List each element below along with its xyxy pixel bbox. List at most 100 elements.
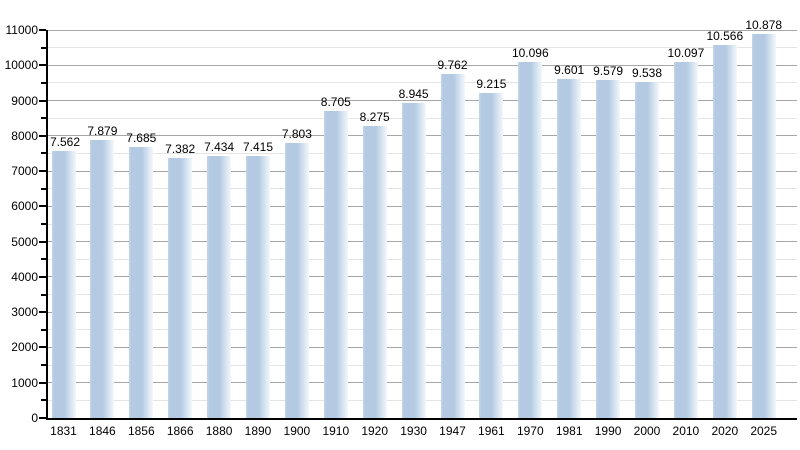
bar-2020 (712, 45, 737, 418)
bar-1831 (51, 151, 76, 418)
x-tick-label: 1866 (166, 424, 194, 438)
bar-value-label: 7.879 (87, 124, 118, 139)
y-tick-minor (41, 258, 46, 261)
gridline-major (48, 64, 797, 66)
bar-1930 (401, 102, 426, 418)
x-tick-label: 1856 (127, 424, 155, 438)
y-tick-major (39, 417, 46, 419)
bar-value-label: 9.601 (554, 63, 585, 78)
bar-value-label: 8.705 (320, 94, 351, 109)
y-tick-label: 1000 (11, 375, 38, 390)
gridline-major (48, 29, 797, 31)
y-tick-major (39, 381, 46, 384)
x-tick-label: 1947 (439, 424, 466, 438)
bar-2010 (673, 61, 698, 418)
bar-value-label: 8.945 (398, 86, 429, 101)
x-tick-label: 1910 (322, 424, 350, 438)
y-tick-label: 5000 (11, 234, 38, 249)
y-axis-line (46, 30, 48, 418)
gridline-minor (48, 82, 797, 84)
bar-value-label: 9.762 (437, 57, 468, 72)
y-tick-label: 3000 (11, 305, 38, 320)
y-tick-minor (41, 223, 46, 225)
x-tick-label: 1920 (361, 424, 389, 438)
x-tick-label: 1981 (555, 424, 583, 438)
bar-value-label: 7.382 (165, 141, 196, 156)
x-tick-label: 2010 (672, 424, 700, 438)
bar-2025 (751, 34, 776, 418)
plot-area: 0 1000 2000 3000 4000 5000 6000 7000 8000 9000 100… (5, 19, 797, 437)
bar-1920 (362, 126, 387, 418)
bar-value-label: 7.434 (204, 139, 235, 154)
x-tick-label: 1930 (400, 424, 427, 438)
y-tick-major (39, 29, 46, 31)
bar-value-label: 9.538 (631, 65, 663, 80)
y-tick-minor (41, 328, 46, 331)
bar-value-label: 9.579 (593, 64, 624, 79)
y-tick-major (39, 64, 46, 67)
bar-2000 (635, 81, 659, 418)
bar-1910 (323, 110, 348, 418)
y-tick-major (39, 275, 46, 278)
gridline-major (48, 100, 797, 102)
x-tick-label: 2020 (711, 424, 739, 438)
bar-1947 (440, 73, 465, 418)
y-tick-label: 10000 (4, 58, 38, 73)
bar-value-label: 10.097 (667, 45, 705, 60)
x-tick-label: 1961 (478, 424, 505, 438)
bar-1846 (90, 140, 115, 418)
y-tick-label: 2000 (11, 340, 38, 355)
x-tick-label: 2025 (750, 424, 778, 438)
bar-1961 (479, 92, 504, 418)
bar-1856 (129, 146, 154, 418)
x-tick-label: 1990 (594, 424, 622, 438)
y-tick-minor (41, 117, 46, 120)
y-tick-label: 11000 (5, 23, 38, 37)
y-tick-minor (41, 364, 46, 367)
bar-value-label: 7.562 (49, 135, 81, 150)
bar-1866 (168, 157, 193, 418)
bar-value-label: 7.685 (126, 130, 157, 145)
y-tick-minor (41, 152, 46, 155)
y-tick-label: 9000 (11, 93, 38, 108)
x-tick-label: 1831 (50, 424, 77, 438)
bar-value-label: 9.215 (476, 76, 507, 91)
y-tick-major (39, 99, 46, 102)
bar-value-label: 10.566 (706, 29, 744, 44)
bar-1890 (246, 156, 270, 418)
y-tick-major (39, 134, 46, 137)
bar-value-label: 7.415 (242, 140, 274, 155)
x-tick-label: 2000 (633, 424, 661, 438)
bar-1900 (284, 142, 309, 418)
y-tick-major (39, 240, 46, 243)
y-tick-label: 7000 (11, 164, 38, 179)
bar-1880 (207, 155, 232, 418)
bar-value-label: 8.275 (359, 110, 390, 125)
y-tick-major (39, 205, 46, 208)
gridline-minor (48, 47, 797, 49)
bar-value-label: 7.803 (281, 126, 312, 141)
y-tick-label: 6000 (11, 199, 38, 214)
x-tick-label: 1880 (205, 424, 233, 438)
bar-value-label: 10.878 (745, 18, 783, 33)
x-tick-label: 1900 (283, 424, 311, 438)
y-tick-minor (41, 46, 46, 49)
y-tick-label: 4000 (11, 269, 38, 284)
y-tick-minor (41, 81, 46, 84)
x-tick-label: 1970 (516, 424, 544, 438)
y-tick-major (39, 346, 46, 349)
x-axis-line (46, 418, 797, 420)
x-tick-label: 1890 (244, 424, 272, 438)
y-tick-label: 8000 (11, 128, 38, 143)
y-tick-minor (41, 399, 46, 402)
x-tick-label: 1846 (89, 424, 116, 438)
bar-1970 (518, 61, 543, 418)
y-tick-major (39, 311, 46, 314)
y-tick-label: 0 (31, 411, 38, 425)
y-tick-major (39, 170, 46, 173)
bar-value-label: 10.096 (511, 45, 549, 60)
bar-1990 (596, 80, 621, 418)
y-tick-minor (41, 293, 46, 296)
y-tick-minor (41, 187, 46, 190)
